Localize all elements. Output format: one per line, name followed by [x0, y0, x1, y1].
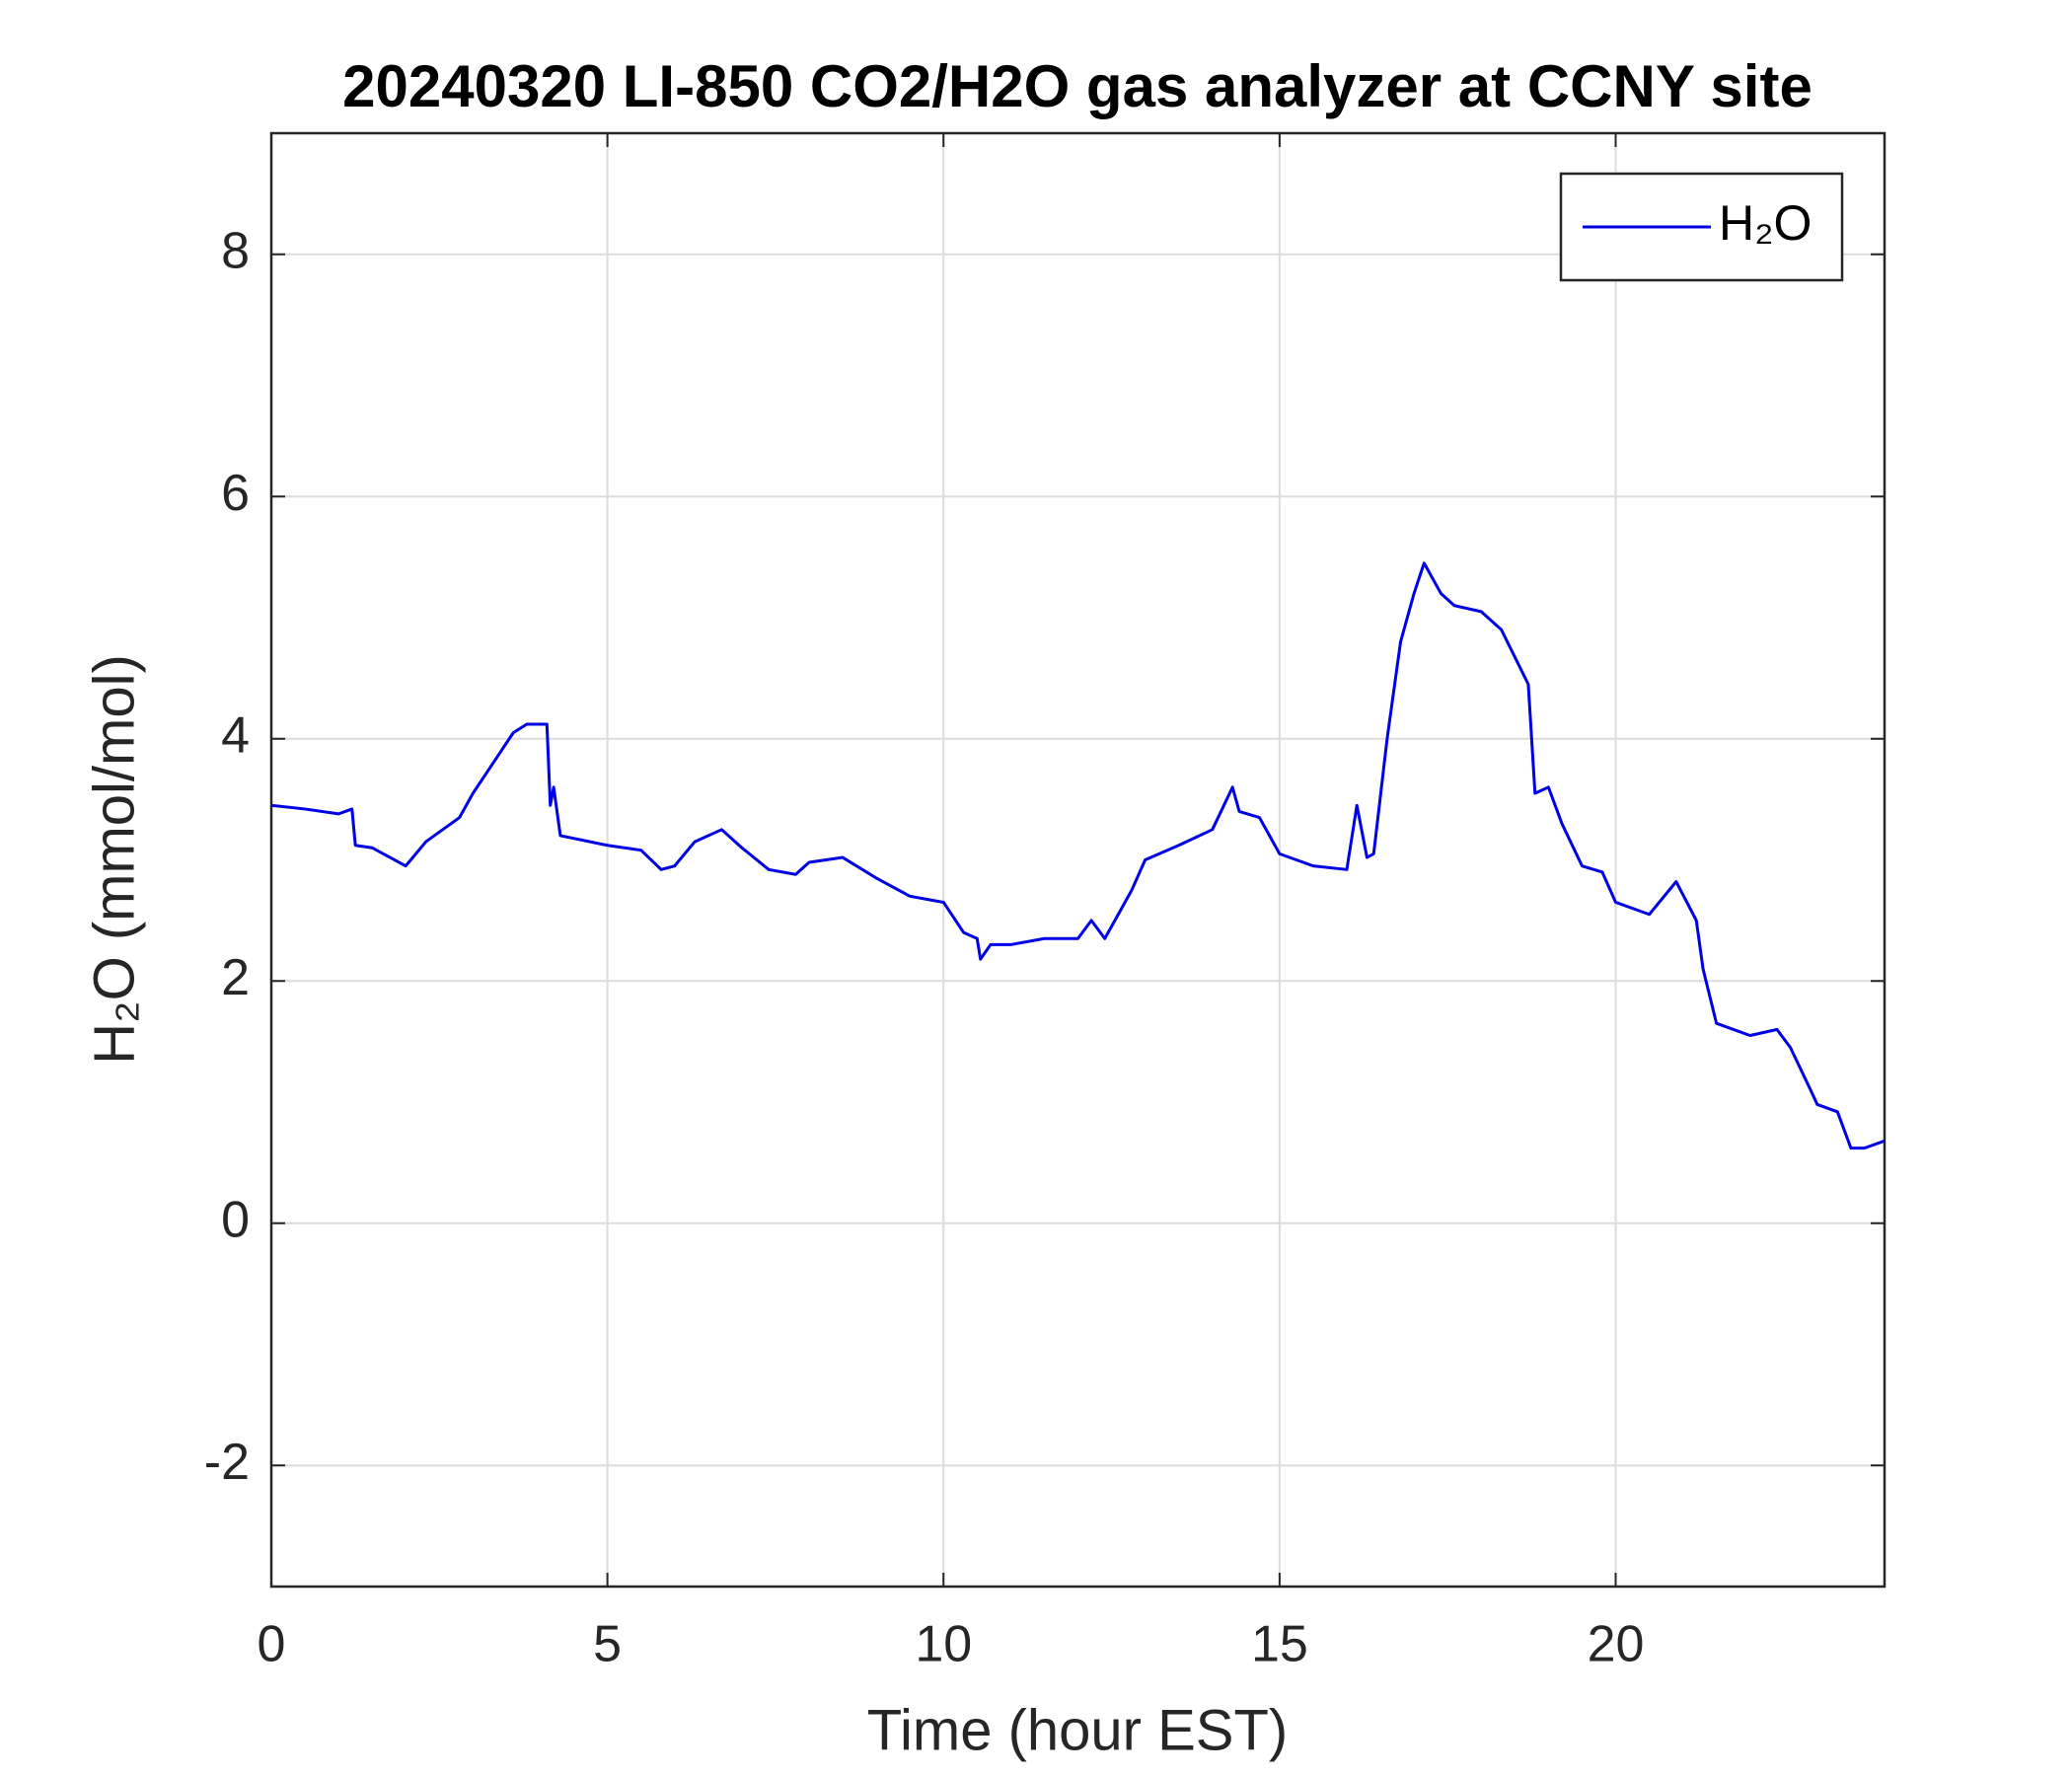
y-tick-label: 6	[221, 465, 250, 522]
y-axis-label: H₂O (mmol/mol)	[82, 654, 146, 1065]
y-tick-label: 0	[221, 1191, 250, 1248]
y-tick-label: -2	[204, 1434, 250, 1491]
x-tick-label: 15	[1251, 1616, 1308, 1673]
y-tick-label: 2	[221, 949, 250, 1006]
y-tick-label: 8	[221, 222, 250, 279]
x-tick-label: 0	[258, 1616, 286, 1673]
x-tick-label: 20	[1588, 1616, 1645, 1673]
x-axis-label: Time (hour EST)	[867, 1698, 1288, 1762]
x-tick-label: 10	[915, 1616, 972, 1673]
legend-label: H₂O	[1719, 195, 1812, 251]
y-tick-label: 4	[221, 706, 250, 764]
plot-frame	[269, 131, 1887, 1589]
data-line	[270, 561, 1886, 1150]
chart-title: 20240320 LI-850 CO2/H2O gas analyzer at …	[342, 53, 1813, 119]
x-tick-label: 5	[593, 1616, 622, 1673]
